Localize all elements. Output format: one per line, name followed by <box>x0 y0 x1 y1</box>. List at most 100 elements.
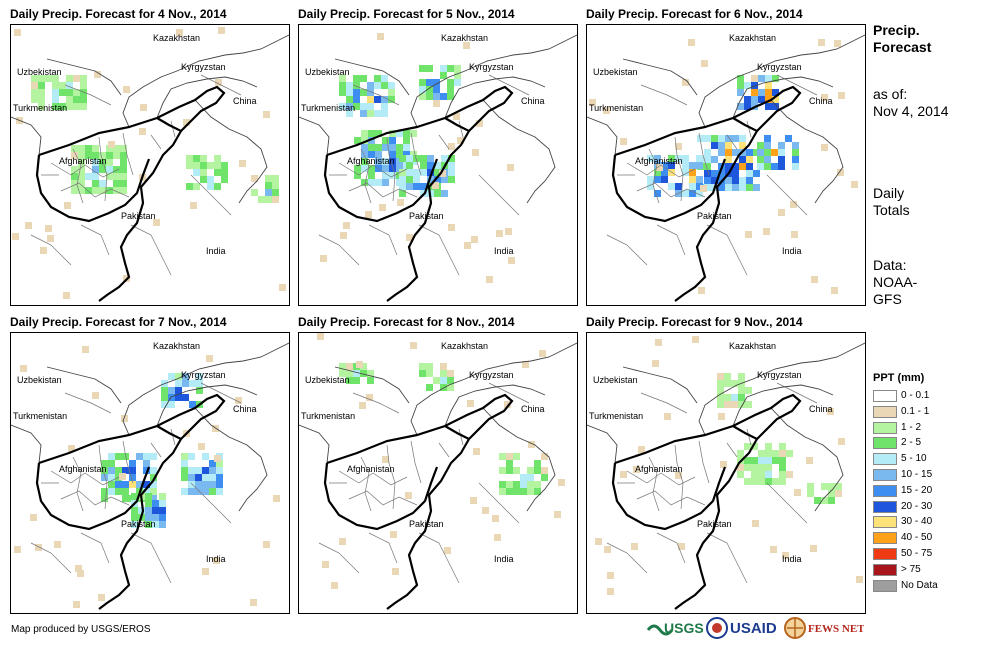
precip-map-svg <box>299 333 577 610</box>
precip-map-svg <box>587 34 865 302</box>
precip-cell <box>182 380 189 387</box>
precip-cell <box>835 490 842 497</box>
precip-cell <box>73 75 80 82</box>
precip-cell <box>159 500 166 507</box>
precip-cell <box>152 500 159 507</box>
precip-cell <box>631 543 638 550</box>
precip-cell <box>145 521 152 528</box>
precip-cell <box>361 179 368 186</box>
precip-cell <box>64 202 71 209</box>
precip-cell <box>717 380 724 387</box>
precip-cell <box>770 546 777 553</box>
legend-label: 15 - 20 <box>901 484 933 496</box>
precip-cell <box>739 177 746 184</box>
precip-cell <box>131 521 138 528</box>
precip-cell <box>463 42 470 49</box>
precip-cell <box>765 75 772 82</box>
precip-cell <box>99 166 106 173</box>
precip-cell <box>152 521 159 528</box>
precip-cell <box>520 488 527 495</box>
precip-cell <box>433 93 440 100</box>
district-boundaries <box>30 382 242 584</box>
precip-cell <box>724 380 731 387</box>
precip-cell <box>396 151 403 158</box>
precip-cell <box>59 82 66 89</box>
precip-cell <box>647 155 654 162</box>
panel-title: Daily Precip. Forecast for 5 Nov., 2014 <box>298 7 515 21</box>
precip-cell <box>711 170 718 177</box>
precip-cell <box>724 373 731 380</box>
precip-cell <box>206 355 213 362</box>
precip-cell <box>368 151 375 158</box>
precip-cell <box>752 520 759 527</box>
precip-cell <box>607 588 614 595</box>
precip-cell <box>772 457 779 464</box>
precip-cell <box>732 135 739 142</box>
precip-map-svg <box>11 27 289 302</box>
precip-cell <box>195 474 202 481</box>
precip-cell <box>99 180 106 187</box>
precip-cell <box>66 103 73 110</box>
precip-cell <box>367 377 374 384</box>
precip-cell <box>368 144 375 151</box>
precip-cell <box>263 541 270 548</box>
precip-cell <box>340 232 347 239</box>
precip-cell <box>374 75 381 82</box>
precip-cell <box>426 363 433 370</box>
precip-cell <box>382 158 389 165</box>
precip-cell <box>731 380 738 387</box>
precip-cell <box>189 401 196 408</box>
svg-text:USGS: USGS <box>664 620 704 636</box>
daily-totals-note: Daily Totals <box>873 185 910 219</box>
precip-cell <box>711 135 718 142</box>
precip-cell <box>403 130 410 137</box>
precip-cell <box>410 130 417 137</box>
as-of-date: as of: Nov 4, 2014 <box>873 86 949 120</box>
precip-cell <box>193 169 200 176</box>
precip-cell <box>506 460 513 467</box>
precip-cell <box>209 481 216 488</box>
precip-cell <box>739 135 746 142</box>
precip-cell <box>389 151 396 158</box>
precip-cell <box>433 377 440 384</box>
precip-cell <box>382 137 389 144</box>
country-label-kyrgyzstan: Kyrgyzstan <box>181 62 226 72</box>
precip-cell <box>782 552 789 559</box>
precip-cell <box>647 176 654 183</box>
precip-cell <box>121 415 128 422</box>
precip-cell <box>193 162 200 169</box>
precip-cell <box>52 103 59 110</box>
precip-cell <box>701 60 708 67</box>
usgs-wave-icon: USGS <box>646 620 704 636</box>
precip-cell <box>447 377 454 384</box>
precip-cell <box>389 158 396 165</box>
forecast-map: Kazakhstan Uzbekistan Kyrgyzstan Turkmenist… <box>586 332 866 614</box>
country-label-uzbekistan: Uzbekistan <box>593 375 638 385</box>
precip-cell <box>851 181 858 188</box>
precip-cell <box>406 155 413 162</box>
precip-cell <box>675 472 682 479</box>
precip-cell <box>339 82 346 89</box>
precip-cell <box>80 89 87 96</box>
precip-cell <box>353 377 360 384</box>
country-boundaries <box>587 34 865 204</box>
country-label-turkmenistan: Turkmenistan <box>589 103 644 113</box>
precip-cell <box>108 481 115 488</box>
precip-cell <box>176 29 183 36</box>
precip-cell <box>159 521 166 528</box>
precip-cell <box>216 474 223 481</box>
country-label-india: India <box>494 246 514 256</box>
precip-cell <box>656 164 663 171</box>
precip-cell <box>764 142 771 149</box>
precip-cell <box>771 149 778 156</box>
precip-cell <box>379 204 386 211</box>
precip-cell <box>382 144 389 151</box>
precip-cell <box>433 79 440 86</box>
forecast-map: Kazakhstan Uzbekistan Kyrgyzstan Turkmenist… <box>298 24 578 306</box>
precip-cell <box>753 184 760 191</box>
precip-cell <box>792 149 799 156</box>
precip-cell <box>113 152 120 159</box>
precip-cell <box>758 75 765 82</box>
precip-cell <box>77 570 84 577</box>
precip-cell <box>758 96 765 103</box>
